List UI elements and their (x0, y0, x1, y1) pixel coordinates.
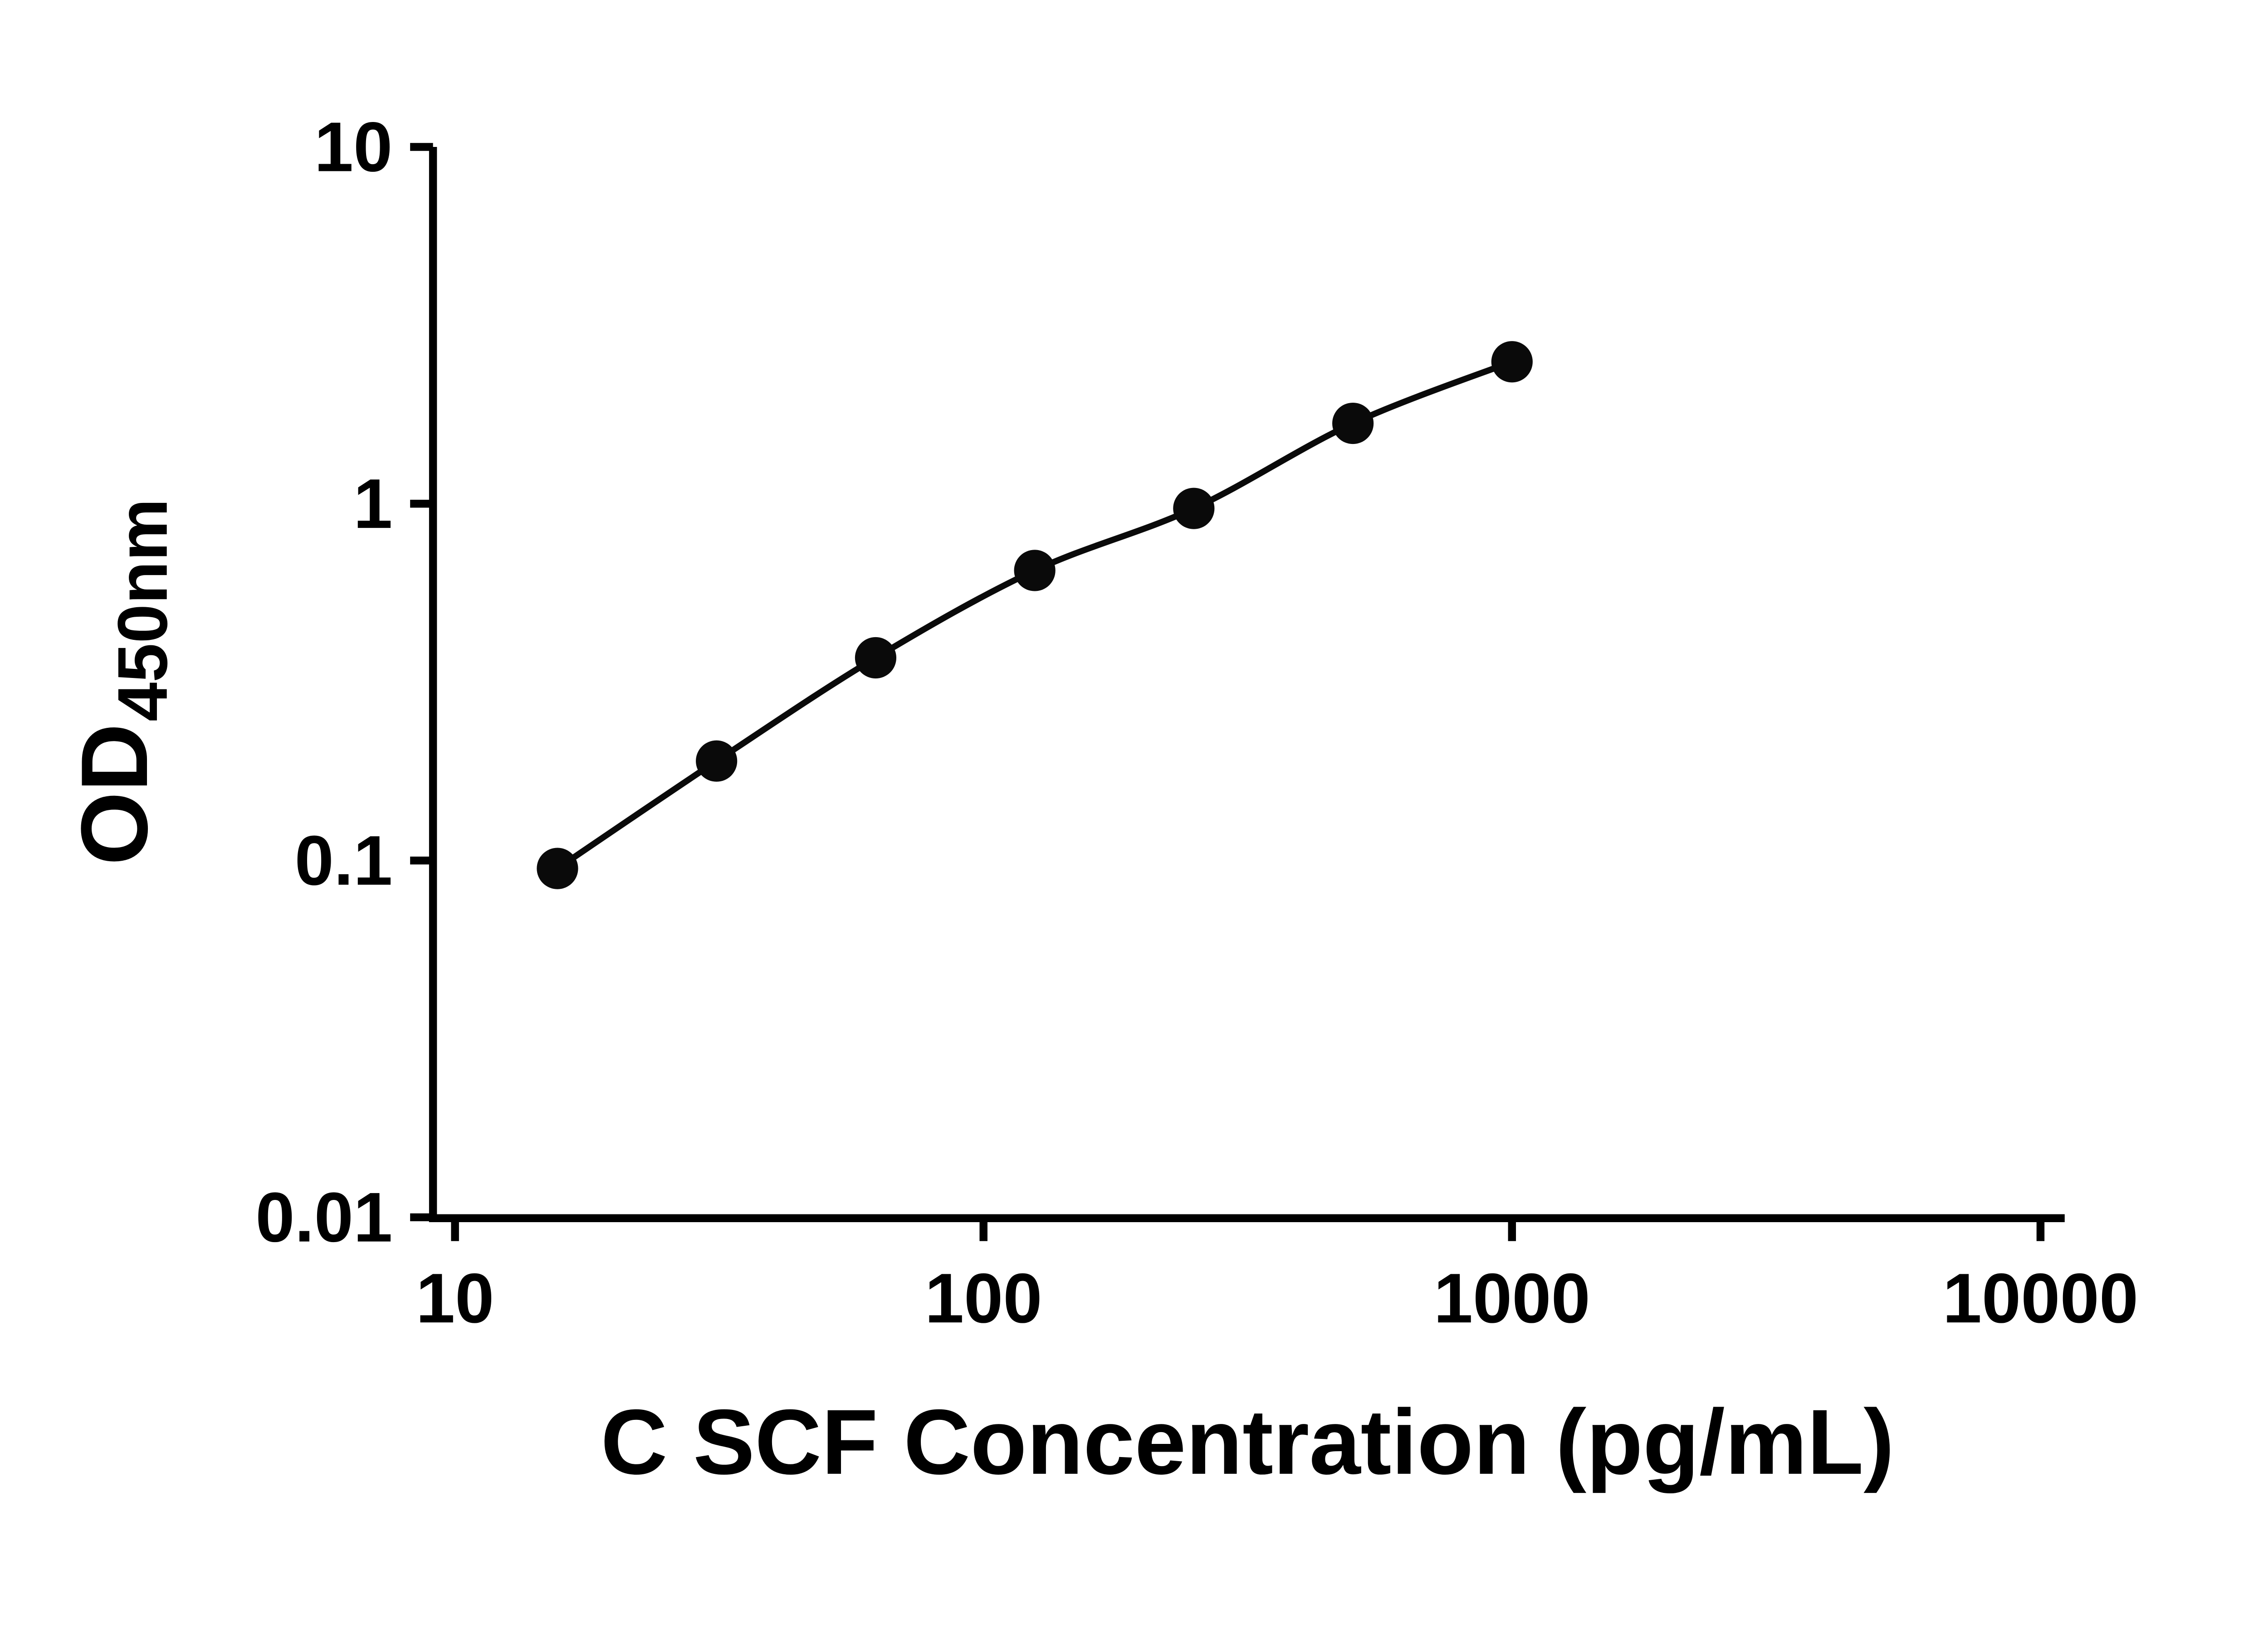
data-point (1491, 341, 1533, 383)
axes-layer (429, 147, 2065, 1222)
y-tick-label: 10 (314, 107, 393, 186)
y-axis-title-subscript: 450nm (103, 498, 182, 722)
y-tick-label: 1 (353, 464, 392, 543)
y-axis-title: OD 450nm (62, 498, 182, 865)
data-point (1332, 402, 1374, 444)
standard-curve-chart: 10 100 1000 10000 0.01 0.1 1 10 C SCF Concentra… (62, 107, 2139, 1494)
data-point (1173, 487, 1215, 529)
points-layer (537, 341, 1533, 889)
y-axis-title-main: OD (62, 723, 167, 865)
data-point (537, 848, 578, 889)
tick-labels-layer: 10 100 1000 10000 0.01 0.1 1 10 (255, 107, 2138, 1337)
data-point (696, 740, 738, 782)
data-point (1014, 550, 1056, 591)
x-axis-title: C SCF Concentration (pg/mL) (601, 1391, 1894, 1494)
elisa-standard-curve-figure: 10 100 1000 10000 0.01 0.1 1 10 C SCF Concentra… (62, 107, 2139, 1494)
ticks-layer (410, 143, 2045, 1241)
y-tick-label: 0.01 (255, 1178, 392, 1257)
data-point (855, 637, 897, 679)
y-tick-label: 0.1 (295, 821, 393, 900)
x-tick-label: 1000 (1434, 1258, 1590, 1337)
fit-curve (554, 358, 1515, 872)
curve-layer (554, 358, 1515, 872)
x-tick-label: 10000 (1943, 1258, 2139, 1337)
x-tick-label: 10 (416, 1258, 494, 1337)
x-tick-label: 100 (925, 1258, 1042, 1337)
